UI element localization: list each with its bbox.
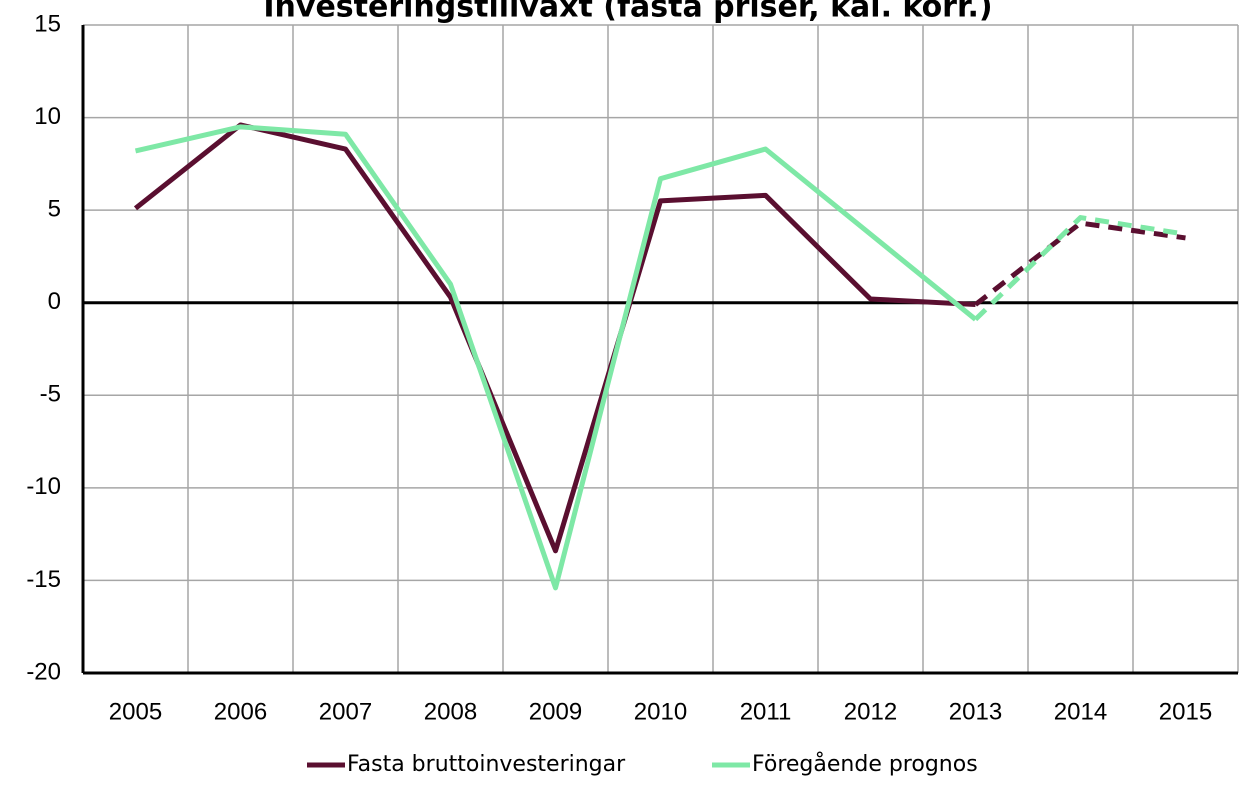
- chart-title: Investeringstillväxt (fasta priser, kal.…: [263, 0, 992, 25]
- x-tick-label: 2015: [1159, 698, 1212, 725]
- legend-label: Föregående prognos: [752, 751, 978, 777]
- y-tick-label: -20: [26, 658, 61, 685]
- x-tick-label: 2012: [844, 698, 897, 725]
- x-tick-label: 2014: [1054, 698, 1107, 725]
- series-line: [973, 220, 1186, 307]
- x-tick-label: 2009: [529, 698, 582, 725]
- series-line: [133, 122, 976, 554]
- x-tick-label: 2005: [109, 698, 162, 725]
- series-line: [973, 215, 1186, 322]
- y-tick-label: 0: [48, 288, 61, 315]
- y-tick-label: -10: [26, 473, 61, 500]
- x-tick-label: 2013: [949, 698, 1002, 725]
- x-tick-label: 2010: [634, 698, 687, 725]
- y-tick-label: -15: [26, 566, 61, 593]
- y-tick-label: 15: [34, 10, 61, 37]
- series-line: [134, 124, 978, 591]
- y-tick-label: 5: [48, 195, 61, 222]
- x-tick-label: 2011: [740, 698, 792, 725]
- y-tick-label: 10: [34, 103, 61, 130]
- x-tick-label: 2006: [214, 698, 267, 725]
- y-tick-label: -5: [40, 381, 61, 408]
- legend-label: Fasta bruttoinvesteringar: [347, 752, 626, 777]
- x-tick-label: 2008: [424, 698, 477, 725]
- x-tick-label: 2007: [319, 698, 372, 725]
